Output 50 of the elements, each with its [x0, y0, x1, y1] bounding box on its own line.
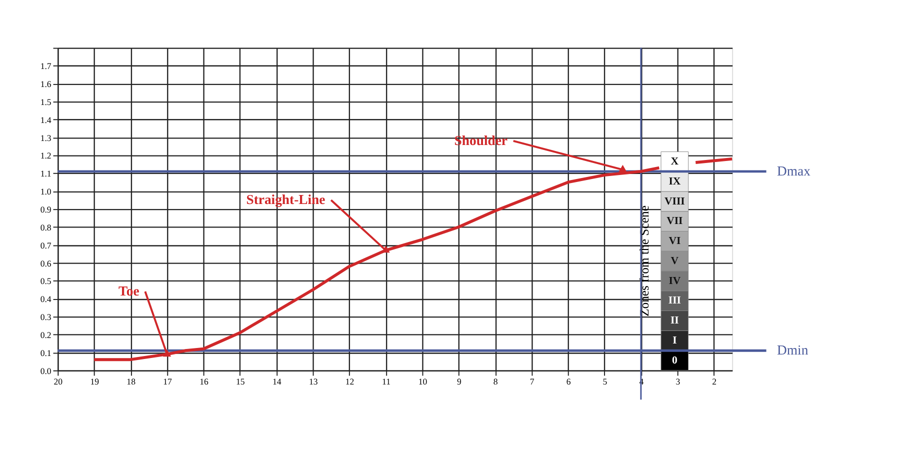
y-tick-label: 1.6 [40, 79, 52, 90]
y-tick-label: 1.5 [40, 96, 52, 107]
y-tick-label: 1.3 [40, 132, 52, 143]
x-tick-label: 17 [163, 376, 173, 387]
x-tick-label: 9 [456, 376, 462, 387]
y-tick-label: 0.3 [40, 312, 52, 322]
annotation: Zones from the Scene [638, 205, 652, 317]
x-tick-label: 16 [200, 376, 209, 387]
x-tick-label: 14 [272, 376, 282, 387]
annotation: II [670, 314, 679, 327]
x-tick-label: 6 [566, 376, 572, 387]
x-tick-label: 10 [418, 376, 428, 387]
ref-line-label: Dmin [777, 342, 808, 358]
annotation: I [672, 334, 677, 346]
y-tick-label: 0.1 [40, 348, 52, 358]
x-tick-label: 7 [530, 376, 535, 387]
x-tick-label: 5 [602, 376, 608, 387]
annotation: III [668, 294, 681, 307]
y-tick-label: 0.5 [40, 276, 52, 286]
annotation: VIII [664, 195, 685, 208]
x-tick-label: 12 [345, 376, 354, 387]
ref-line-label: Dmax [777, 163, 811, 178]
x-tick-label: 20 [54, 376, 64, 387]
y-tick-label: 0.8 [40, 222, 52, 232]
x-tick-label: 2 [712, 376, 717, 387]
annotation: VII [666, 215, 683, 228]
y-tick-label: 0.6 [40, 258, 52, 268]
x-tick-label: 8 [493, 376, 498, 387]
x-tick-label: 13 [308, 376, 318, 387]
y-tick-label: 0.2 [40, 330, 52, 340]
y-tick-label: 1.2 [40, 150, 52, 161]
annotation: V [670, 254, 679, 267]
annotation: X [670, 156, 679, 168]
y-tick-label: 0.9 [40, 204, 52, 214]
y-tick-label: 1.1 [40, 168, 52, 179]
y-tick-label: 0.7 [40, 240, 52, 250]
y-tick-label: 0.4 [40, 294, 52, 304]
x-tick-label: 15 [236, 376, 246, 387]
annotation: 0 [672, 354, 678, 366]
y-tick-label: 1.7 [40, 61, 52, 72]
y-tick-label: 0.0 [40, 366, 52, 376]
y-tick-label: 1.0 [40, 186, 52, 197]
x-tick-label: 19 [90, 376, 100, 387]
x-tick-label: 3 [676, 376, 681, 387]
x-tick-label: 18 [126, 376, 136, 387]
x-tick-label: 11 [382, 376, 390, 387]
y-tick-label: 1.4 [40, 114, 52, 125]
annotation: IX [668, 175, 681, 188]
annotation: IV [668, 274, 681, 287]
annotation: VI [668, 235, 681, 248]
